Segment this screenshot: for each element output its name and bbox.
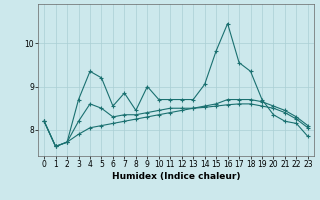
X-axis label: Humidex (Indice chaleur): Humidex (Indice chaleur) bbox=[112, 172, 240, 181]
